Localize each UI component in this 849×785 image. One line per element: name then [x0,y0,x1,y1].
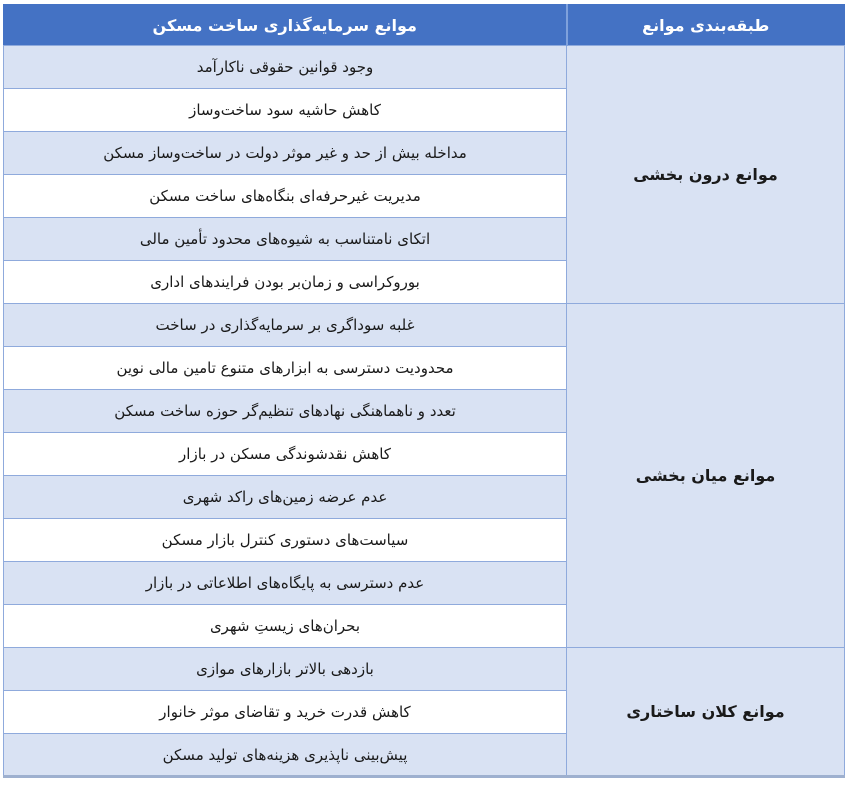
barrier-cell: پیش‌بینی ناپذیری هزینه‌های تولید مسکن [3,733,567,778]
table-row: محدودیت دسترسی به ابزارهای متنوع تامین م… [3,346,845,390]
barrier-cell: محدودیت دسترسی به ابزارهای متنوع تامین م… [3,346,567,390]
table-row: کاهش حاشیه سود ساخت‌وساز [3,88,845,132]
barrier-cell: کاهش نقدشوندگی مسکن در بازار [3,432,567,476]
table-header: طبقه‌بندی موانع موانع سرمایه‌گذاری ساخت … [3,4,845,46]
barrier-cell: عدم عرضه زمین‌های راکد شهری [3,475,567,519]
barrier-cell: کاهش قدرت خرید و تقاضای موثر خانوار [3,690,567,734]
table-row: سیاست‌های دستوری کنترل بازار مسکن [3,518,845,562]
table-row: عدم دسترسی به پایگاه‌های اطلاعاتی در باز… [3,561,845,605]
barrier-cell: سیاست‌های دستوری کنترل بازار مسکن [3,518,567,562]
barriers-table: طبقه‌بندی موانع موانع سرمایه‌گذاری ساخت … [3,4,845,778]
table-row: موانع کلان ساختاری بازدهی بالاتر بازارها… [3,647,845,777]
table-row: تعدد و ناهماهنگی نهادهای تنظیم‌گر حوزه س… [3,389,845,433]
barrier-cell: بحران‌های زیستِ شهری [3,604,567,648]
table-row: موانع درون بخشی وجود قوانین حقوقی ناکارآ… [3,45,845,304]
table-row: پیش‌بینی ناپذیری هزینه‌های تولید مسکن [3,733,845,778]
barrier-cell: مدیریت غیرحرفه‌ای بنگاه‌های ساخت مسکن [3,174,567,218]
category-cell-macro-structural: موانع کلان ساختاری [566,647,845,777]
barrier-cell: غلبه سوداگری بر سرمایه‌گذاری در ساخت [3,303,567,347]
barrier-cell: مداخله بیش از حد و غیر موثر دولت در ساخت… [3,131,567,175]
table-row: کاهش نقدشوندگی مسکن در بازار [3,432,845,476]
barrier-cell: بازدهی بالاتر بازارهای موازی [3,647,567,691]
table-row: کاهش قدرت خرید و تقاضای موثر خانوار [3,690,845,734]
table-row: موانع میان بخشی غلبه سوداگری بر سرمایه‌گ… [3,303,845,648]
barrier-cell: کاهش حاشیه سود ساخت‌وساز [3,88,567,132]
barrier-cell: بوروکراسی و زمان‌بر بودن فرایندهای اداری [3,260,567,304]
category-cell-intra-sector: موانع درون بخشی [566,45,845,304]
table-row: اتکای نامتناسب به شیوه‌های محدود تأمین م… [3,217,845,261]
table-body: موانع درون بخشی وجود قوانین حقوقی ناکارآ… [3,45,845,778]
table-row: مداخله بیش از حد و غیر موثر دولت در ساخت… [3,131,845,175]
barrier-cell: تعدد و ناهماهنگی نهادهای تنظیم‌گر حوزه س… [3,389,567,433]
barrier-cell: وجود قوانین حقوقی ناکارآمد [3,45,567,89]
table-row: عدم عرضه زمین‌های راکد شهری [3,475,845,519]
header-row: طبقه‌بندی موانع موانع سرمایه‌گذاری ساخت … [3,4,845,46]
barrier-cell: اتکای نامتناسب به شیوه‌های محدود تأمین م… [3,217,567,261]
barrier-cell: عدم دسترسی به پایگاه‌های اطلاعاتی در باز… [3,561,567,605]
header-category-label: طبقه‌بندی موانع [565,4,845,46]
header-barriers-label: موانع سرمایه‌گذاری ساخت مسکن [3,4,567,46]
category-cell-inter-sector: موانع میان بخشی [566,303,845,648]
table-row: بوروکراسی و زمان‌بر بودن فرایندهای اداری [3,260,845,304]
